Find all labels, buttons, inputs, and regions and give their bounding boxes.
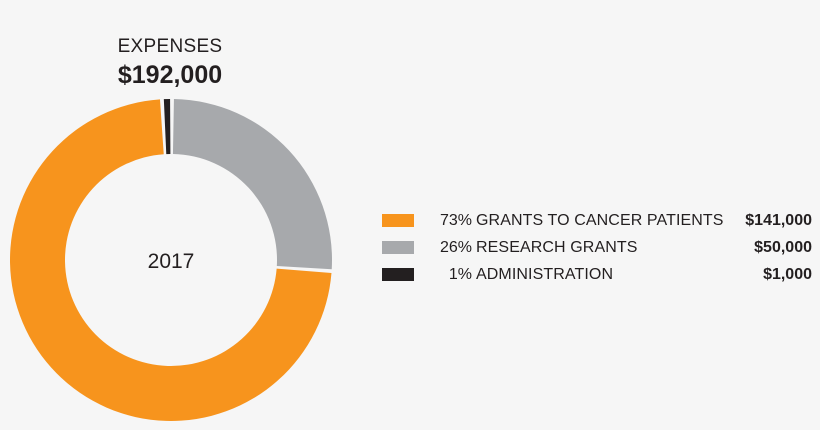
legend-category: ADMINISTRATION: [476, 266, 614, 283]
legend-amount: $1,000: [763, 266, 812, 283]
legend-category: GRANTS TO CANCER PATIENTS: [476, 212, 724, 229]
legend-amount: $141,000: [745, 212, 812, 229]
legend-item: 1% ADMINISTRATION $1,000: [382, 261, 812, 288]
legend-swatch: [382, 214, 414, 227]
total-amount: $192,000: [117, 61, 223, 89]
legend-item: 73% GRANTS TO CANCER PATIENTS $141,000: [382, 207, 812, 234]
legend-amount: $50,000: [754, 239, 812, 256]
legend-item: 26% RESEARCH GRANTS $50,000: [382, 234, 812, 261]
legend-percent: 26%: [439, 239, 472, 256]
legend-percent: 73%: [439, 212, 472, 229]
legend-percent: 1%: [448, 266, 472, 283]
chart-header: EXPENSES $192,000: [30, 36, 310, 90]
donut-slice-administration: [163, 99, 171, 155]
legend-swatch: [382, 268, 414, 281]
chart-title: EXPENSES: [117, 36, 223, 57]
donut-slice-research-grants: [172, 99, 332, 270]
legend-swatch: [382, 241, 414, 254]
legend-category: RESEARCH GRANTS: [476, 239, 638, 256]
legend: 73% GRANTS TO CANCER PATIENTS $141,000 2…: [382, 207, 812, 288]
center-year-label: 2017: [148, 250, 195, 273]
donut-slice-grants-to-cancer-patients: [10, 99, 332, 421]
